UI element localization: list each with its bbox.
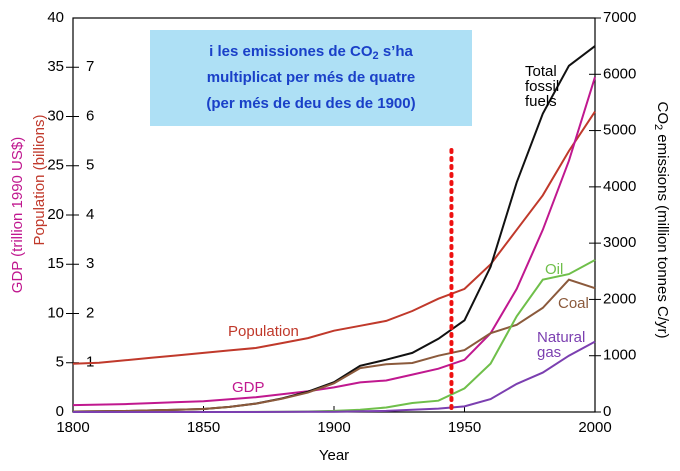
x-tick-label: 1850 [187,419,220,436]
y2-tick-label: 5000 [603,122,636,139]
pop-axis-label: Population (billions) [31,115,48,246]
x-tick-label: 1800 [56,419,89,436]
x-tick-label: 1950 [448,419,481,436]
y-tick-label: 0 [56,403,64,420]
series-label: Coal [558,295,589,312]
pop-tick-label: 7 [86,58,94,75]
y-tick-label: 15 [47,255,64,272]
y2-tick-label: 1000 [603,347,636,364]
series-line [72,111,596,365]
y-tick-label: 5 [56,354,64,371]
y2-tick-label: 7000 [603,9,636,26]
annotation-line: (per més de deu des de 1900) [206,95,415,112]
y2-tick-label: 4000 [603,178,636,195]
y2-axis-label-part: CO [654,101,671,124]
pop-tick-label: 5 [86,157,94,174]
y-tick-label: 20 [47,206,64,223]
y-tick-label: 40 [47,9,64,26]
series-label: Population [228,323,299,340]
y-tick-label: 30 [47,107,64,124]
series-label: Oil [545,261,563,278]
y2-tick-label: 0 [603,403,611,420]
series-line [73,340,596,413]
pop-tick-label: 4 [86,206,94,223]
y2-axis-label-part: 2 [652,124,664,130]
series-line [72,76,596,407]
series-label-line: fuels [525,93,557,110]
y-tick-label: 25 [47,157,64,174]
annotation-line: i les emissiones de CO2 s’ha [209,43,413,62]
series-label: GDP [232,379,265,396]
annotation-box [150,30,472,126]
series-line [73,259,596,413]
series-label-line: gas [537,344,561,361]
y2-axis-label-part: emissions (million tonnes C/yr) [654,130,671,338]
series-label: Total fossil fuels [525,63,559,110]
series-label-line: fossil [525,78,559,95]
annotation-part: s’ha [379,43,414,60]
y2-tick-label: 2000 [603,290,636,307]
pop-tick-label: 3 [86,255,94,272]
x-tick-label: 2000 [578,419,611,436]
y-axis-label: GDP (trillion 1990 US$) [9,137,26,293]
x-axis-label: Year [319,447,349,464]
series-label: Natural gas [537,329,585,361]
pop-tick-label: 6 [86,107,94,124]
series-line [72,278,596,413]
series-label-line: Natural [537,329,585,346]
annotation-line: multiplicat per més de quatre [207,69,415,86]
y-tick-label: 35 [47,58,64,75]
x-tick-label: 1900 [317,419,350,436]
y-tick-label: 10 [47,304,64,321]
y2-tick-label: 3000 [603,234,636,251]
pop-tick-label: 2 [86,304,94,321]
y2-axis-label: CO2 emissions (million tonnes C/yr) [652,101,671,338]
annotation-part: 2 [373,50,379,62]
series-label-line: Total [525,63,557,80]
annotation-part: i les emissiones de CO [209,43,373,60]
y2-tick-label: 6000 [603,65,636,82]
